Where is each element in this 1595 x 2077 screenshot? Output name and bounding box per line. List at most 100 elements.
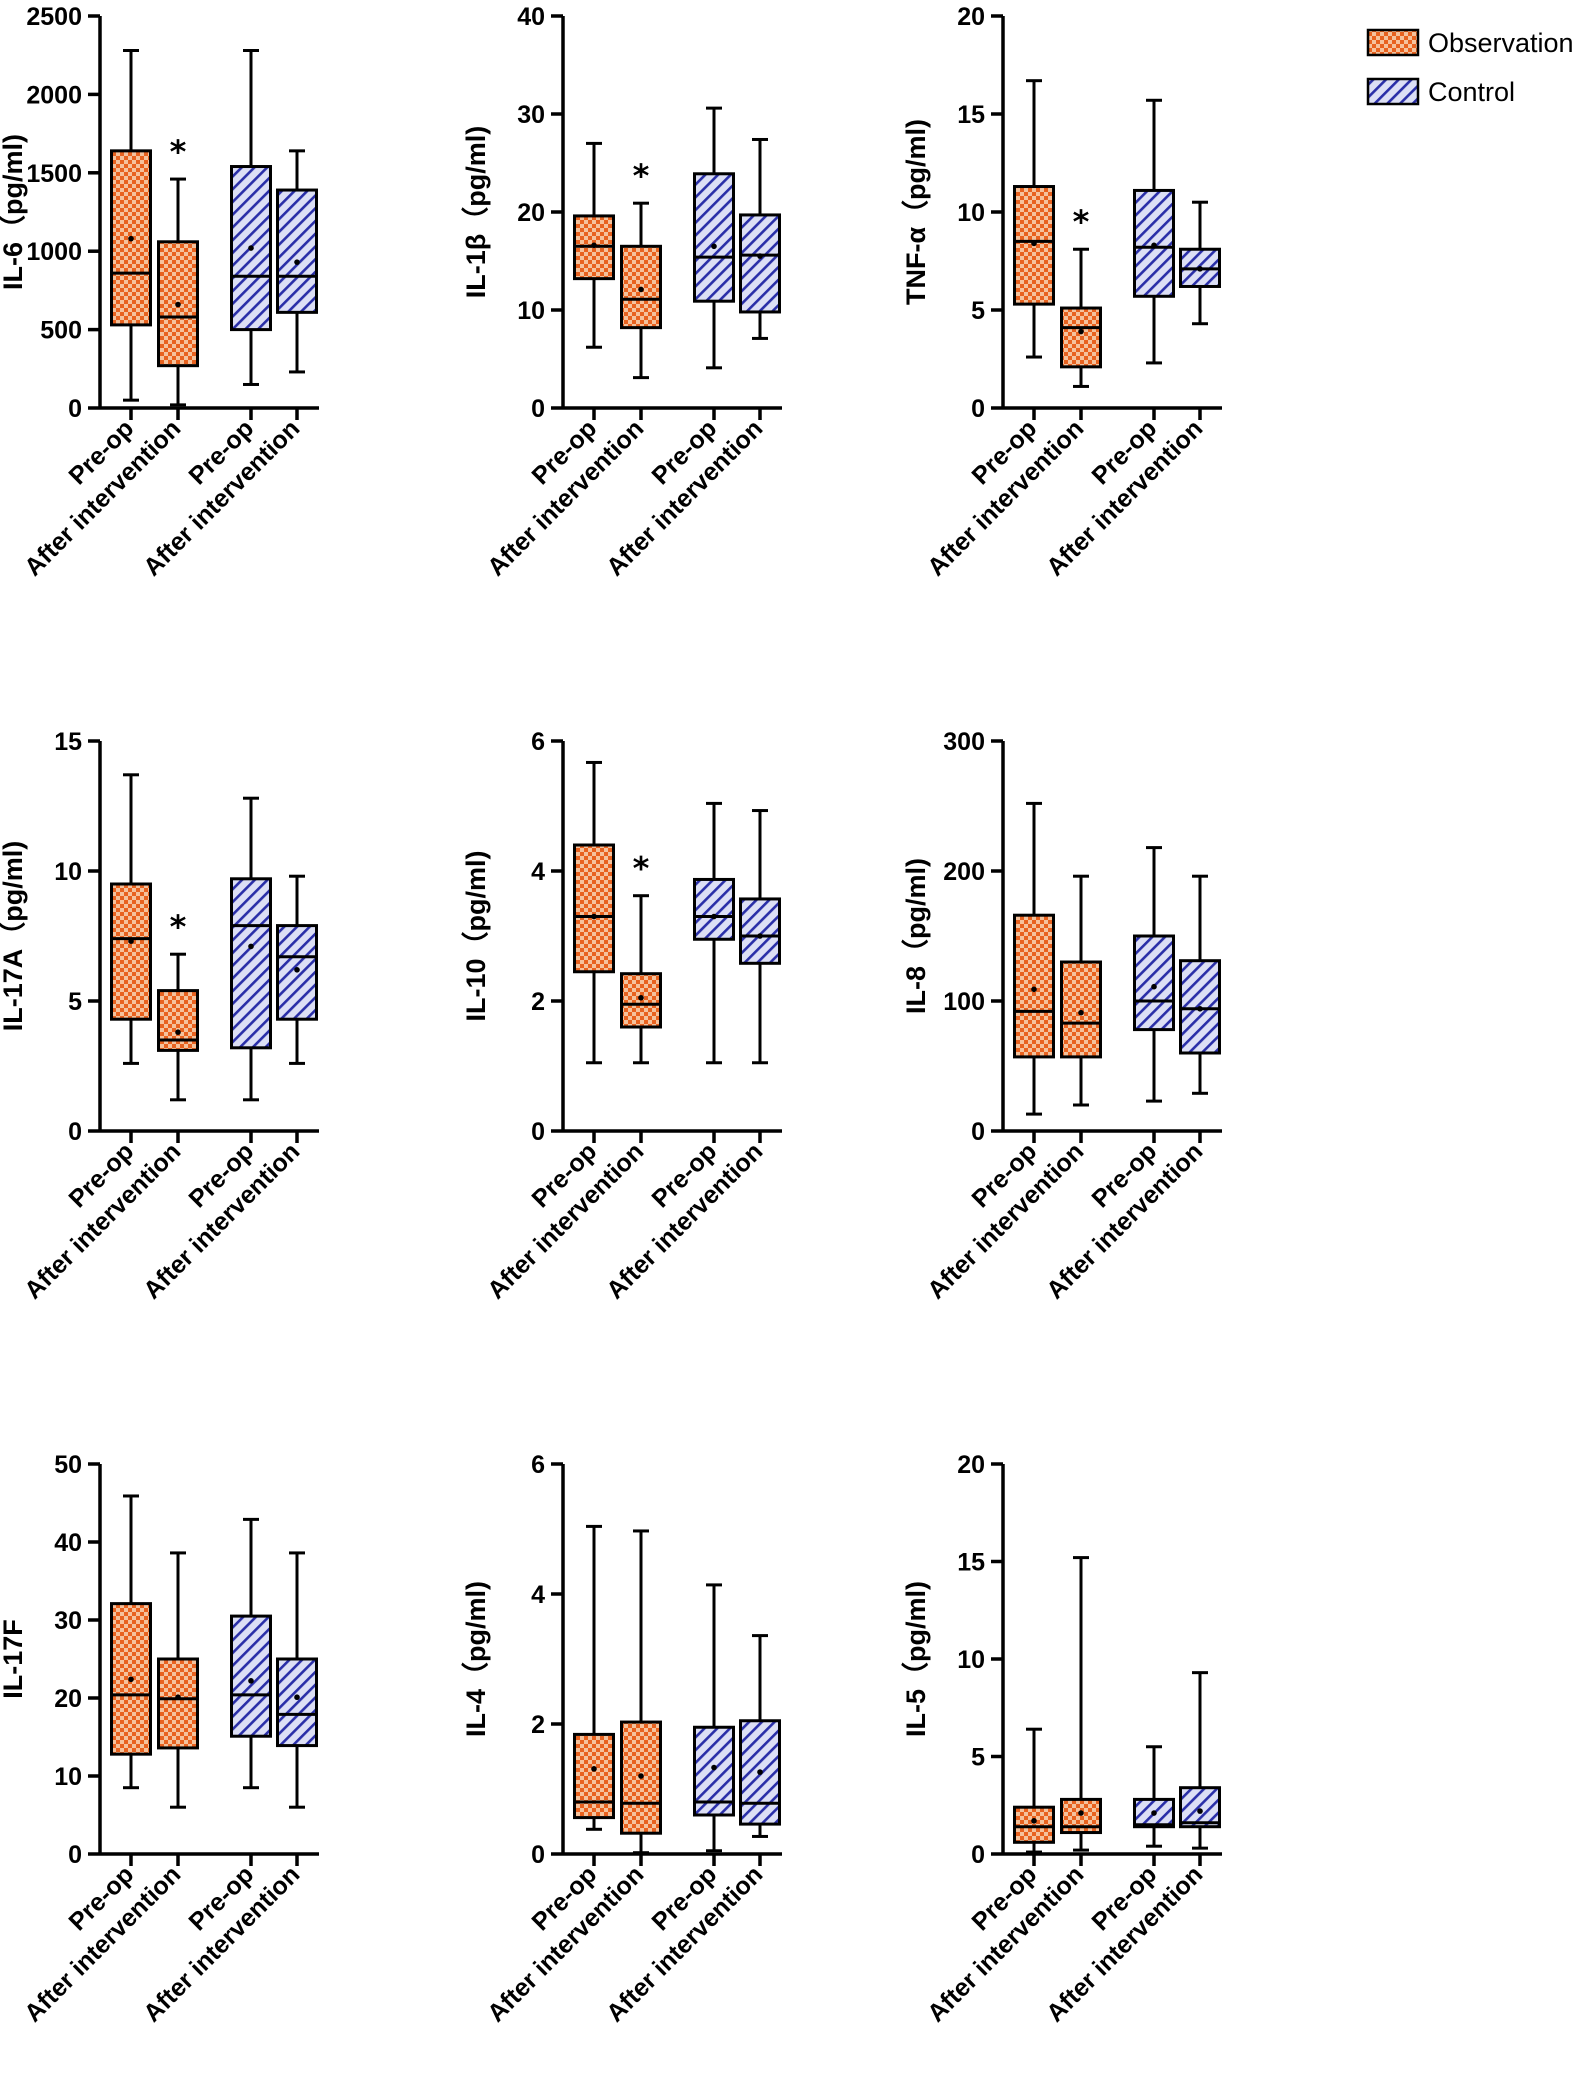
y-tick-label: 5	[971, 1744, 985, 1772]
iqr-box	[1013, 1805, 1055, 1844]
observation-box-1: Pre-op	[63, 1494, 152, 1936]
y-axis-title: IL-17A（pg/ml)	[0, 841, 28, 1032]
y-tick-label: 100	[943, 988, 985, 1016]
mean-marker	[248, 943, 254, 950]
y-tick-label: 2000	[26, 81, 82, 109]
y-axis-title: IL-5（pg/ml)	[901, 1581, 931, 1737]
y-tick-label: 500	[40, 317, 82, 345]
control-box-3: Pre-op	[1086, 98, 1175, 490]
y-tick-label: 10	[54, 1763, 82, 1791]
iqr-box	[573, 843, 615, 974]
iqr-box	[573, 1732, 615, 1820]
y-tick-label: 0	[971, 1841, 985, 1869]
legend-label: Observation	[1428, 28, 1574, 58]
observation-box-2: After intervention	[922, 874, 1102, 1305]
control-swatch	[1366, 77, 1420, 106]
iqr-box	[1060, 960, 1102, 1059]
mean-marker	[1078, 1810, 1084, 1816]
mean-marker	[711, 243, 717, 250]
y-tick-label: 300	[943, 728, 985, 756]
observation-box-2: *After intervention	[922, 203, 1102, 582]
legend-item-observation: Observation	[1366, 28, 1574, 58]
significance-star: *	[633, 157, 650, 195]
y-tick-label: 20	[517, 199, 545, 227]
mean-marker	[128, 938, 134, 944]
y-tick-label: 2500	[26, 3, 82, 31]
iqr-box	[693, 1725, 735, 1817]
mean-marker	[1031, 986, 1037, 993]
mean-marker	[711, 1764, 717, 1771]
y-axis-title: TNF-α（pg/ml)	[901, 119, 931, 305]
mean-marker	[638, 286, 644, 293]
mean-marker	[294, 967, 300, 973]
mean-marker	[248, 1678, 254, 1684]
control-box-4: After intervention	[138, 1551, 318, 2028]
mean-marker	[591, 1766, 597, 1772]
iqr-box	[693, 877, 735, 941]
y-tick-label: 200	[943, 858, 985, 886]
y-tick-label: 5	[68, 988, 82, 1016]
mean-marker	[1197, 1006, 1203, 1012]
observation-box-1: Pre-op	[63, 48, 152, 490]
y-tick-label: 15	[54, 728, 82, 756]
y-tick-label: 0	[68, 1118, 82, 1146]
y-tick-label: 10	[517, 297, 545, 325]
legend-item-control: Control	[1366, 77, 1515, 107]
significance-star: *	[1073, 203, 1090, 241]
y-tick-label: 0	[531, 395, 545, 423]
observation-box-1: Pre-op	[966, 79, 1055, 490]
iqr-box	[276, 188, 318, 314]
y-tick-label: 20	[957, 1451, 985, 1479]
y-tick-label: 5	[971, 297, 985, 325]
y-tick-label: 50	[54, 1451, 82, 1479]
significance-star: *	[170, 133, 187, 171]
y-tick-label: 10	[957, 199, 985, 227]
mean-marker	[128, 1676, 134, 1683]
significance-star: *	[633, 850, 650, 888]
iqr-box	[110, 882, 152, 1021]
iqr-box	[739, 213, 781, 314]
observation-box-2: *After intervention	[482, 850, 662, 1305]
y-tick-label: 15	[957, 101, 985, 129]
y-tick-label: 4	[531, 858, 545, 886]
y-tick-label: 15	[957, 1549, 985, 1577]
y-tick-label: 1500	[26, 160, 82, 188]
mean-marker	[128, 235, 134, 242]
mean-marker	[1078, 328, 1084, 335]
iqr-box	[157, 1657, 199, 1750]
mean-marker	[294, 1694, 300, 1701]
y-tick-label: 20	[54, 1685, 82, 1713]
y-axis-title: IL-4（pg/ml)	[461, 1581, 491, 1737]
y-tick-label: 2	[531, 1711, 545, 1739]
y-axis-title: IL-17F	[0, 1619, 28, 1699]
observation-box-2: *After intervention	[482, 157, 662, 582]
mean-marker	[1197, 1808, 1203, 1814]
y-axis-title: IL-8（pg/ml)	[901, 858, 931, 1014]
mean-marker	[757, 1769, 763, 1775]
legend-label: Control	[1428, 77, 1515, 107]
y-tick-label: 4	[531, 1581, 545, 1609]
mean-marker	[248, 245, 254, 251]
iqr-box	[1179, 1786, 1221, 1829]
mean-marker	[638, 1773, 644, 1779]
observation-box-2: After intervention	[922, 1556, 1102, 2028]
iqr-box	[739, 897, 781, 965]
mean-marker	[757, 253, 763, 259]
y-tick-label: 0	[531, 1841, 545, 1869]
y-tick-label: 20	[957, 3, 985, 31]
mean-marker	[591, 242, 597, 249]
mean-marker	[591, 913, 597, 920]
y-tick-label: 10	[54, 858, 82, 886]
y-tick-label: 6	[531, 1451, 545, 1479]
mean-marker	[1031, 1818, 1037, 1824]
significance-star: *	[170, 908, 187, 946]
y-tick-label: 0	[68, 1841, 82, 1869]
y-tick-label: 0	[68, 395, 82, 423]
mean-marker	[1197, 266, 1203, 272]
